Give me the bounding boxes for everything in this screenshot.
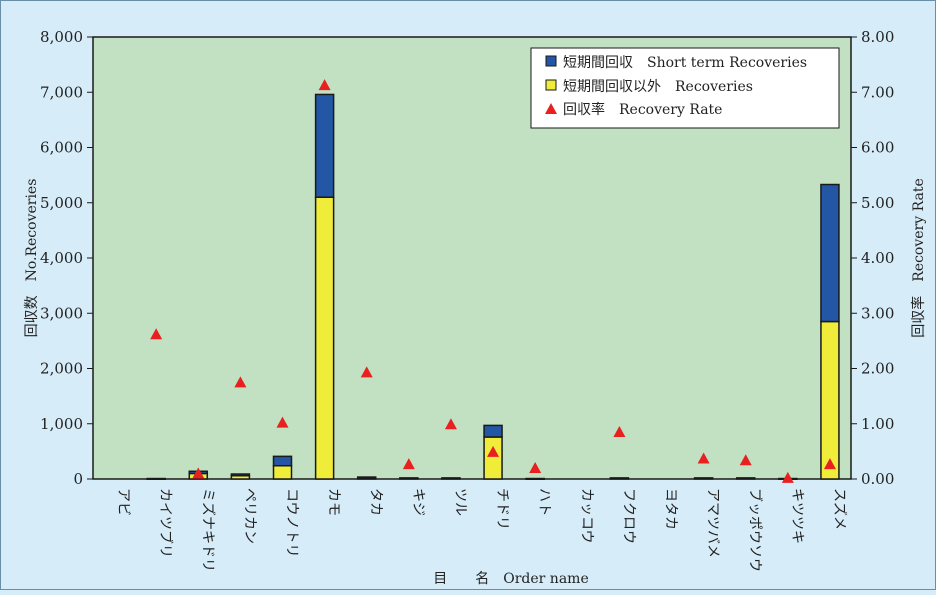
category-label: カモ <box>326 488 342 516</box>
y-tick-label-left: 4,000 <box>40 249 83 267</box>
bar-short-term <box>399 477 419 480</box>
category-label: コウノトリ <box>284 488 300 557</box>
category-label: キツツキ <box>789 488 805 544</box>
category-label: ブッポウソウ <box>747 488 764 572</box>
markers-group <box>150 79 836 483</box>
bar-short-term <box>146 477 166 480</box>
legend-swatch-recovery-rate <box>545 103 557 114</box>
x-axis-title: 目 名 Order name <box>433 571 588 587</box>
y-tick-label-left: 6,000 <box>40 139 83 157</box>
category-label: ヨタカ <box>663 488 679 530</box>
bar-recoveries <box>314 196 335 480</box>
category-label: カイツブリ <box>157 488 174 558</box>
y-tick-label-left: 2,000 <box>40 360 83 378</box>
category-label: アマツバメ <box>705 488 721 558</box>
category-label: ペリカン <box>241 488 257 544</box>
y-tick-label-right: 2.00 <box>861 360 894 378</box>
bar-recoveries <box>483 436 503 480</box>
bar-short-term <box>820 183 840 323</box>
legend-box <box>530 47 840 129</box>
y-tick-label-left: 1,000 <box>40 415 83 433</box>
bar-short-term <box>525 477 545 480</box>
category-label: フクロウ <box>620 488 636 544</box>
y-tick-label-right: 1.00 <box>861 415 894 433</box>
category-label: ハト <box>536 488 552 516</box>
right-axis: 0.00 1.00 2.00 3.00 4.00 5.00 6.00 7.00 8.00 <box>851 28 894 488</box>
legend-label-short-term: 短期間回収 Short term Recoveries <box>563 55 807 71</box>
recovery-rate-marker <box>234 376 247 388</box>
left-axis: 0 1,000 2,000 3,000 4,000 5,000 6,000 7,000 8,00… <box>40 28 93 488</box>
y-tick-label-left: 3,000 <box>40 304 83 322</box>
recovery-rate-marker <box>781 471 794 483</box>
recovery-rate-marker <box>444 418 457 430</box>
bar-short-term <box>441 477 461 480</box>
y-tick-label-right: 0.00 <box>861 470 894 488</box>
bar-recoveries <box>820 320 840 480</box>
y-tick-label-right: 5.00 <box>861 194 894 212</box>
category-label: カッコウ <box>578 488 594 543</box>
y-tick-label-right: 7.00 <box>861 83 894 101</box>
y-tick-label-left: 7,000 <box>40 83 83 101</box>
bar-short-term <box>314 93 335 198</box>
legend-label-recoveries: 短期間回収以外 Recoveries <box>563 79 753 95</box>
category-label: アビ <box>115 488 131 516</box>
y-tick-label-left: 5,000 <box>40 194 83 212</box>
y-tick-label-left: 8,000 <box>40 28 83 46</box>
recovery-rate-marker <box>529 461 542 473</box>
category-labels: アビ カイツブリ ミズナキドリ ペリカン コウノトリ カモ タカ キジ ツル チドリ ハト カッコウ フ… <box>115 488 847 572</box>
category-label: タカ <box>368 488 384 516</box>
bar-short-term <box>230 473 251 477</box>
recovery-rate-marker <box>739 454 752 466</box>
recovery-rate-marker <box>697 452 710 464</box>
bar-recoveries <box>272 464 293 480</box>
recovery-rate-marker <box>613 426 626 438</box>
category-label: キジ <box>410 488 426 516</box>
legend: 短期間回収 Short term Recoveries 短期間回収以外 Reco… <box>530 47 840 129</box>
recovery-rate-marker <box>360 366 373 378</box>
bar-short-term <box>272 455 293 467</box>
recovery-rate-marker <box>402 458 415 470</box>
category-label: ツル <box>452 488 468 516</box>
legend-label-recovery-rate: 回収率 Recovery Rate <box>563 101 722 118</box>
y-tick-label-right: 4.00 <box>861 249 894 267</box>
y-axis-title-left: 回収数 No.Recoveries <box>24 179 40 338</box>
y-axis-title-right: 回収率 Recovery Rate <box>910 178 927 337</box>
category-label: チドリ <box>494 488 510 530</box>
bar-short-term <box>483 424 503 438</box>
bar-short-term <box>609 477 630 480</box>
recovery-rate-marker <box>823 458 836 470</box>
bar-short-term <box>356 476 377 479</box>
legend-swatch-recoveries <box>545 79 557 91</box>
category-label: スズメ <box>831 488 847 530</box>
bars-group <box>146 93 840 480</box>
recovery-rate-marker <box>192 467 205 479</box>
recovery-rate-marker <box>276 416 289 428</box>
y-tick-label-right: 3.00 <box>861 304 894 322</box>
y-tick-label-right: 6.00 <box>861 139 894 157</box>
recovery-rate-marker <box>318 79 331 91</box>
category-label: ミズナキドリ <box>199 488 215 572</box>
bar-short-term <box>693 477 714 480</box>
legend-swatch-short-term <box>545 55 557 67</box>
y-tick-label-right: 8.00 <box>861 28 894 46</box>
bar-short-term <box>735 477 756 480</box>
recovery-rate-marker <box>150 328 163 340</box>
y-tick-label-left: 0 <box>73 470 83 488</box>
recovery-rate-marker <box>487 445 500 457</box>
